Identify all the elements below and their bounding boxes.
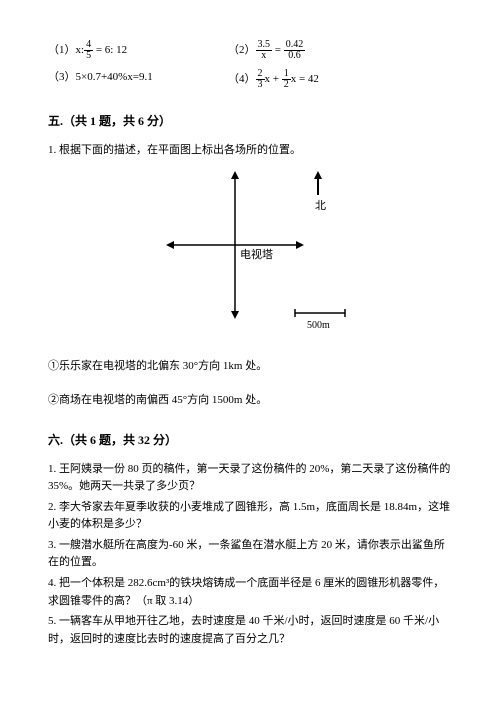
equation-row-1: （1）x:45 = 6: 12 （2）3.5x = 0.420.6 (48, 40, 452, 61)
section-6-title: 六.（共 6 题，共 32 分） (48, 431, 452, 449)
equation-2: （2）3.5x = 0.420.6 (228, 40, 305, 61)
axis-arrow-left (166, 241, 174, 249)
section-6-q4: 4. 把一个体积是 282.6cm³的铁块熔铸成一个底面半径是 6 厘米的圆锥形… (48, 575, 452, 610)
section-5-title: 五.（共 1 题，共 6 分） (48, 112, 452, 130)
eq4-suffix: x = 42 (291, 73, 319, 85)
eq4-f1-den: 3 (256, 80, 265, 90)
section-6-q2: 2. 李大爷家去年夏季收获的小麦堆成了圆锥形，高 1.5m，底面周长是 18.8… (48, 499, 452, 534)
eq1-suffix: = 6: 12 (93, 44, 127, 56)
equations-block: （1）x:45 = 6: 12 （2）3.5x = 0.420.6 （3）5×0… (48, 40, 452, 90)
eq4-frac1: 23 (256, 69, 265, 90)
eq3-text: （3）5×0.7+40%x=9.1 (48, 71, 153, 83)
axis-arrow-down (231, 311, 239, 319)
equation-3: （3）5×0.7+40%x=9.1 (48, 69, 228, 90)
north-arrow-head (314, 171, 322, 179)
eq2-frac2: 0.420.6 (284, 40, 306, 61)
eq1-den: 5 (84, 51, 93, 61)
equation-1: （1）x:45 = 6: 12 (48, 40, 228, 61)
eq4-f2-den: 2 (282, 80, 291, 90)
eq2-prefix: （2） (228, 44, 256, 56)
axis-arrow-up (231, 171, 239, 179)
diagram-container: 北 电视塔 500m (48, 165, 452, 340)
section-6-q1: 1. 王阿姨录一份 80 页的稿件，第一天录了这份稿件的 20%，第二天录了这份… (48, 461, 452, 496)
eq2-mid: = (272, 44, 284, 56)
eq2-f1-den: x (256, 51, 273, 61)
eq4-frac2: 12 (282, 69, 291, 90)
north-label: 北 (315, 199, 326, 212)
axis-arrow-right (296, 241, 304, 249)
eq1-frac: 45 (84, 40, 93, 61)
center-label: 电视塔 (240, 247, 273, 261)
scale-label: 500m (307, 320, 330, 331)
equation-4: （4）23x + 12x = 42 (228, 69, 319, 90)
compass-diagram: 北 电视塔 500m (120, 165, 380, 340)
equation-row-2: （3）5×0.7+40%x=9.1 （4）23x + 12x = 42 (48, 69, 452, 90)
section-6-q3: 3. 一艘潜水艇所在高度为-60 米，一条鲨鱼在潜水艇上方 20 米，请你表示出… (48, 537, 452, 572)
section-5-q1: 1. 根据下面的描述，在平面图上标出各场所的位置。 (48, 142, 452, 159)
section-5-item2: ②商场在电视塔的南偏西 45°方向 1500m 处。 (48, 392, 452, 409)
eq4-prefix: （4） (228, 73, 256, 85)
section-5-item1: ①乐乐家在电视塔的北偏东 30°方向 1km 处。 (48, 358, 452, 375)
eq2-f2-den: 0.6 (284, 51, 306, 61)
eq2-frac1: 3.5x (256, 40, 273, 61)
section-6-q5: 5. 一辆客车从甲地开往乙地，去时速度是 40 千米/小时，返回时速度是 60 … (48, 613, 452, 648)
eq1-prefix: （1）x: (48, 44, 84, 56)
eq4-mid1: x + (265, 73, 282, 85)
